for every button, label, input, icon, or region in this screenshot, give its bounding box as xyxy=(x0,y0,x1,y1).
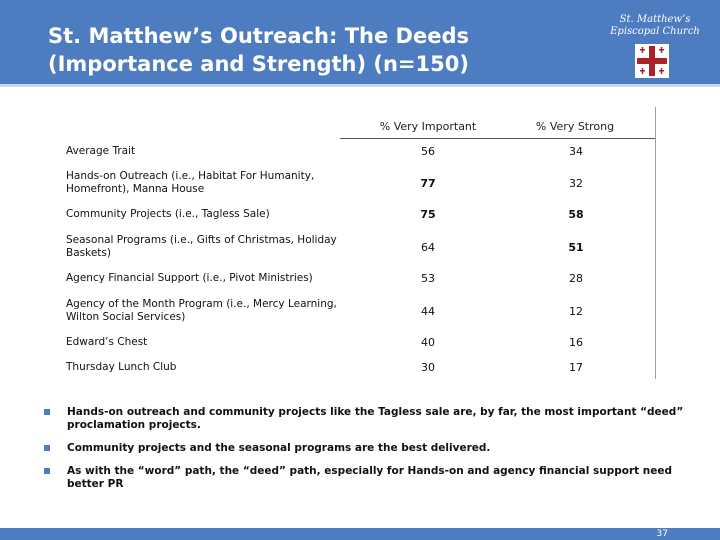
list-item: Hands-on outreach and community projects… xyxy=(44,406,684,432)
very-important-value: 56 xyxy=(421,145,435,158)
very-strong-value: 16 xyxy=(569,336,583,349)
very-strong-value: 51 xyxy=(568,241,584,254)
header-underline xyxy=(340,138,655,139)
church-logo-text: St. Matthew’s Episcopal Church xyxy=(610,14,700,37)
list-item: As with the “word” path, the “deed” path… xyxy=(44,465,684,491)
row-label: Community Projects (i.e., Tagless Sale) xyxy=(66,208,270,220)
column-header-very-important: % Very Important xyxy=(379,120,477,133)
very-important-value: 44 xyxy=(421,305,435,318)
page-number: 37 xyxy=(656,529,668,539)
very-strong-value: 58 xyxy=(568,208,584,221)
bullet-text: As with the “word” path, the “deed” path… xyxy=(67,465,673,490)
very-strong-value: 17 xyxy=(569,361,583,374)
very-important-value: 75 xyxy=(420,208,436,221)
cross-icon xyxy=(635,44,669,78)
row-label: Agency of the Month Program (i.e., Mercy… xyxy=(66,298,337,323)
very-strong-value: 28 xyxy=(569,272,583,285)
column-header-very-strong: % Very Strong xyxy=(535,120,615,133)
slide-title: St. Matthew’s Outreach: The Deeds (Impor… xyxy=(48,24,469,76)
very-strong-value: 12 xyxy=(569,305,583,318)
very-important-value: 77 xyxy=(420,177,436,190)
row-label: Hands-on Outreach (i.e., Habitat For Hum… xyxy=(66,170,315,195)
bullet-square-icon xyxy=(44,468,50,474)
very-important-value: 64 xyxy=(421,241,435,254)
findings-list: Hands-on outreach and community projects… xyxy=(44,406,684,501)
row-label: Seasonal Programs (i.e., Gifts of Christ… xyxy=(66,234,337,259)
header-accent-line xyxy=(0,84,720,87)
row-label: Edward’s Chest xyxy=(66,336,148,348)
footer-bar xyxy=(0,528,720,540)
header-bar xyxy=(0,0,720,84)
very-important-value: 53 xyxy=(421,272,435,285)
row-label: Agency Financial Support (i.e., Pivot Mi… xyxy=(66,272,313,284)
very-strong-value: 34 xyxy=(569,145,583,158)
table-right-rule xyxy=(655,107,656,379)
very-strong-value: 32 xyxy=(569,177,583,190)
bullet-text: Community projects and the seasonal prog… xyxy=(67,442,491,454)
bullet-text: Hands-on outreach and community projects… xyxy=(67,406,684,431)
bullet-square-icon xyxy=(44,409,50,415)
list-item: Community projects and the seasonal prog… xyxy=(44,442,684,455)
row-label: Average Trait xyxy=(66,145,136,157)
very-important-value: 30 xyxy=(421,361,435,374)
row-label: Thursday Lunch Club xyxy=(66,361,177,373)
bullet-square-icon xyxy=(44,445,50,451)
very-important-value: 40 xyxy=(421,336,435,349)
